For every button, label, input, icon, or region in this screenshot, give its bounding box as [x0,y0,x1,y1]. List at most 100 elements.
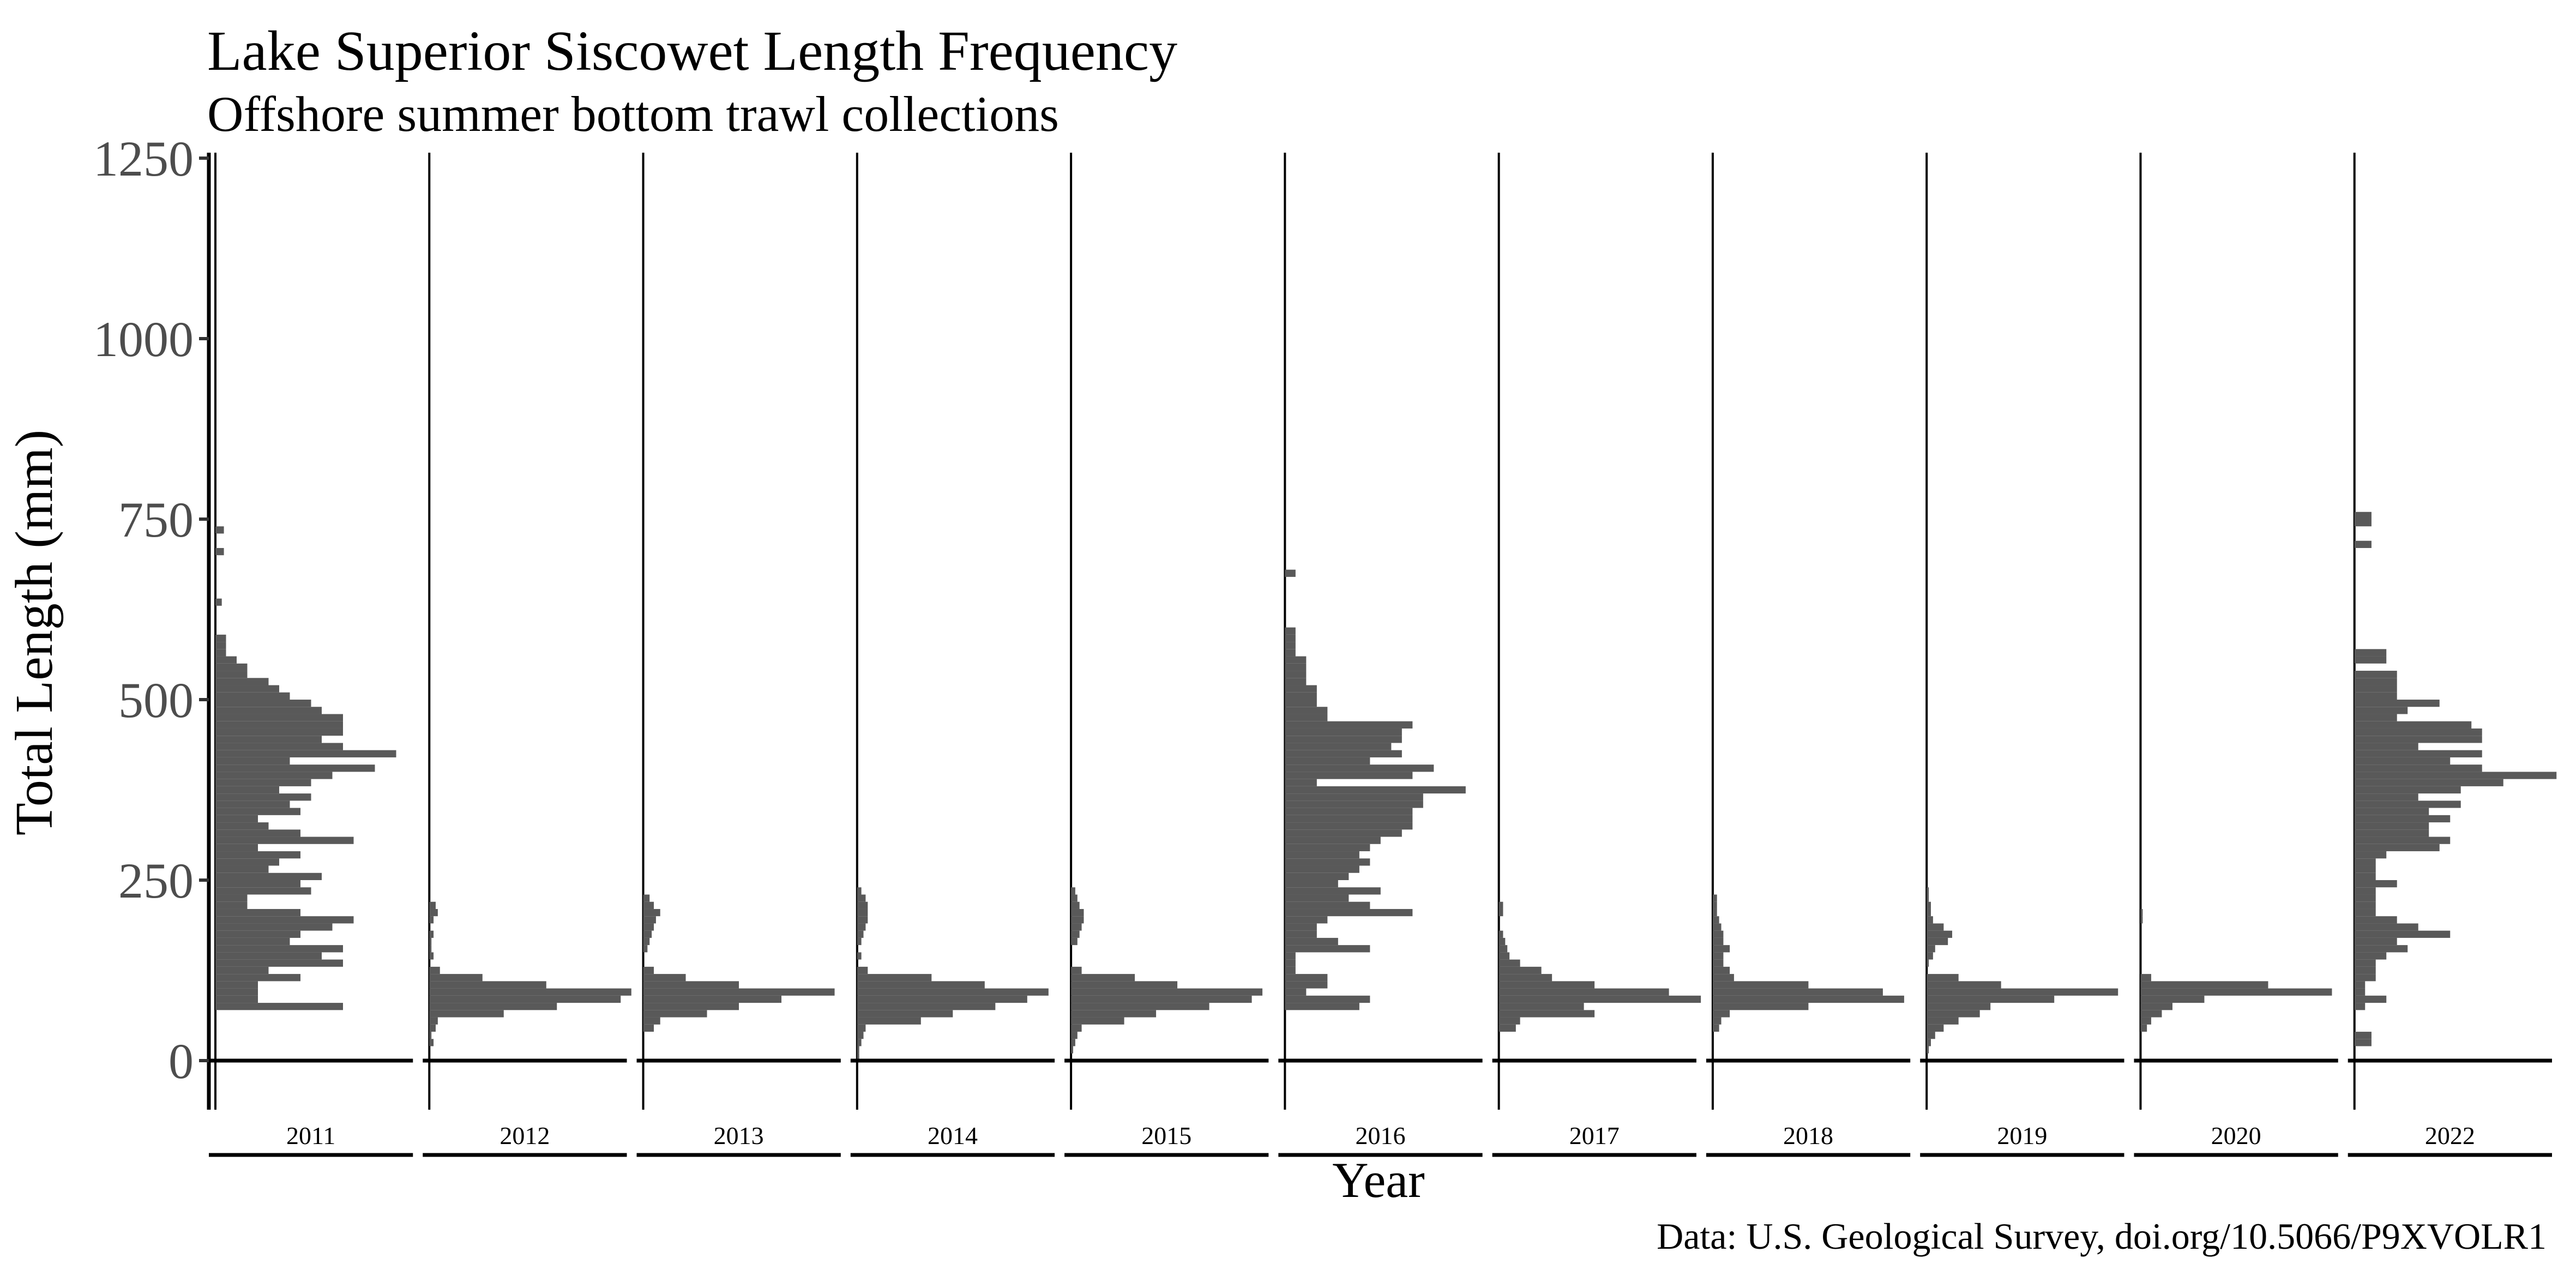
histogram-bar [2354,822,2429,830]
histogram-bar [1285,880,1338,888]
histogram-bar [1927,937,1948,946]
histogram-bar [2354,916,2397,924]
histogram-bar [2354,649,2387,657]
histogram-bar [215,634,226,642]
histogram-bar [1285,743,1392,750]
histogram-bar [643,945,648,953]
facet-label: 2015 [1141,1122,1191,1149]
histogram-bar [2354,908,2376,917]
histogram-bar [643,923,654,931]
histogram-bar [1498,1024,1516,1032]
histogram-bar [215,765,375,772]
histogram-bar [429,995,621,1003]
histogram-bar [1712,916,1719,924]
facet-panel-2012: 2012 [423,153,631,1157]
histogram-bar [1285,786,1466,794]
histogram-bar [2354,772,2557,779]
histogram-bar [1498,959,1520,967]
histogram-bar [1712,901,1717,909]
histogram-bar [429,937,432,946]
histogram-bar [1285,649,1296,657]
histogram-bar [1285,772,1413,779]
histogram-bar [429,1024,436,1032]
facet-panel-2016: 2016 [1278,153,1483,1157]
histogram-bar [215,714,343,721]
histogram-bar [2354,974,2376,982]
histogram-bar [215,952,322,960]
histogram-bar [643,1003,739,1010]
histogram-bar [857,916,868,924]
histogram-bar [1285,887,1381,895]
facet-label: 2016 [1356,1122,1406,1149]
histogram-bar [2140,974,2151,982]
histogram-bar [2354,707,2408,714]
histogram-bar [1498,1017,1520,1025]
histogram-bar [1285,930,1317,938]
histogram-bar [1285,569,1296,577]
chart-subtitle: Offshore summer bottom trawl collections [207,86,1059,142]
histogram-bar [215,772,333,779]
histogram-bar [2354,858,2376,866]
histogram-bar [643,916,656,924]
histogram-bar [215,685,279,693]
histogram-bar [215,937,290,946]
histogram-bar [2354,685,2397,693]
histogram-bar [1071,1017,1124,1025]
histogram-bar [1285,872,1349,880]
histogram-bar [1712,952,1724,960]
histogram-bar [215,743,343,750]
histogram-bar [215,642,226,649]
histogram-bar [1498,995,1701,1003]
histogram-bar [2354,1003,2366,1010]
facet-label: 2014 [928,1122,978,1149]
histogram-bar [2354,656,2387,664]
histogram-bar [1285,923,1317,931]
histogram-bar [643,1017,660,1025]
histogram-bar [1285,836,1381,844]
histogram-bar [215,815,258,823]
histogram-bar [857,1024,866,1032]
histogram-bar [643,901,654,909]
histogram-bar [643,908,660,917]
histogram-bar [429,908,438,917]
histogram-bar [1285,793,1423,801]
histogram-bar [215,700,311,707]
histogram-bar [1071,981,1178,989]
histogram-bar [2354,872,2376,880]
histogram-bar [1285,736,1402,743]
histogram-bar [2354,801,2461,808]
facet-panel-2014: 2014 [850,153,1055,1157]
histogram-bar [857,988,1049,996]
histogram-bar [215,526,224,534]
histogram-bar [857,974,932,982]
facet-label: 2011 [286,1122,335,1149]
histogram-bar [215,678,269,685]
histogram-bar [215,736,322,743]
histogram-bar [2140,988,2332,996]
histogram-bar [215,829,300,837]
histogram-bar [1071,901,1080,909]
histogram-bar [1285,908,1413,917]
histogram-bar [215,707,322,714]
histogram-bar [2354,700,2440,707]
histogram-bar [1927,1010,1980,1018]
chart-caption: Data: U.S. Geological Survey, doi.org/10… [1657,1215,2547,1257]
facet-label: 2018 [1783,1122,1833,1149]
histogram-bar [1712,995,1904,1003]
histogram-bar [857,901,868,909]
histogram-bar [215,995,258,1003]
histogram-bar [857,995,1027,1003]
facet-panel-2017: 2017 [1492,153,1701,1157]
histogram-bar [215,945,343,953]
histogram-bar [643,981,739,989]
histogram-bar [1927,901,1931,909]
histogram-bar [857,894,866,902]
histogram-bar [1071,887,1075,895]
histogram-bar [1285,808,1413,815]
facet-label: 2012 [499,1122,550,1149]
histogram-bar [215,966,269,974]
histogram-bar [857,923,866,931]
histogram-bar [215,916,354,924]
histogram-bar [1285,995,1370,1003]
histogram-bar [1285,966,1296,974]
